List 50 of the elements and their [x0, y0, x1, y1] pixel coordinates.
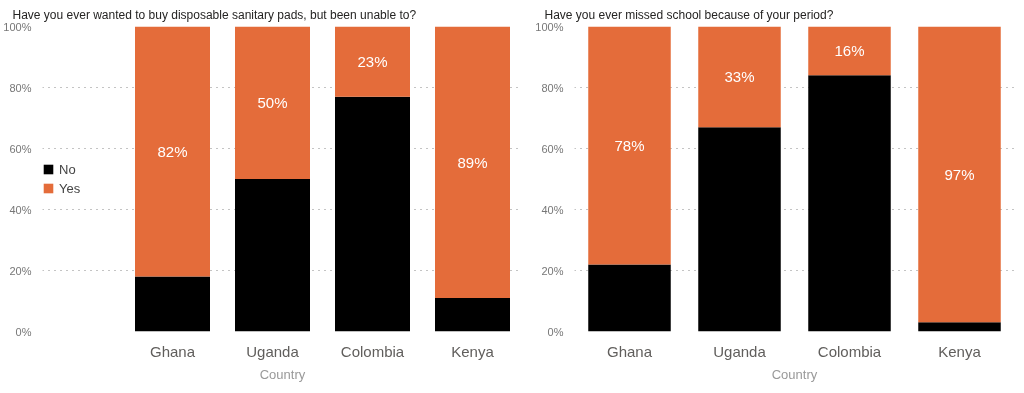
data-label: 23%: [357, 53, 388, 71]
x-tick-label: Ghana: [606, 342, 653, 360]
y-tick-label: 0%: [547, 325, 564, 338]
data-label: 89%: [457, 153, 488, 171]
bar: [588, 264, 671, 332]
y-tick-label: 60%: [9, 142, 32, 155]
bar: [808, 26, 891, 76]
x-tick-label: Uganda: [713, 342, 767, 360]
x-tick-label: Colombia: [340, 342, 405, 360]
bar: [698, 127, 781, 332]
x-tick-label: Kenya: [451, 342, 495, 360]
bar: [588, 26, 671, 265]
x-axis-title: Country: [259, 366, 306, 382]
bar: [918, 26, 1001, 323]
y-tick-label: 80%: [541, 81, 564, 94]
bar: [808, 75, 891, 332]
data-label: 97%: [944, 165, 975, 183]
data-label: 82%: [157, 143, 188, 161]
x-axis-title: Country: [771, 366, 818, 382]
bar: [235, 26, 310, 179]
bar: [435, 297, 510, 332]
data-label: 33%: [724, 68, 755, 86]
x-tick-label: Kenya: [938, 342, 982, 360]
y-tick-label: 40%: [9, 203, 32, 216]
x-tick-label: Ghana: [149, 342, 196, 360]
bar: [435, 26, 510, 298]
y-tick-label: 80%: [9, 81, 32, 94]
bar: [335, 26, 410, 97]
bar: [918, 322, 1001, 332]
data-label: 78%: [614, 136, 645, 154]
bar: [335, 96, 410, 332]
y-tick-label: 60%: [541, 142, 564, 155]
data-label: 16%: [834, 42, 865, 60]
bar: [135, 26, 210, 277]
legend-label: No: [59, 161, 77, 177]
chart-title: Have you ever wanted to buy disposable sanitary pads, but been unable to?: [12, 7, 417, 22]
y-tick-label: 40%: [541, 203, 564, 216]
bar: [135, 276, 210, 332]
y-tick-label: 0%: [15, 325, 32, 338]
y-tick-label: 100%: [535, 20, 564, 33]
x-tick-label: Uganda: [246, 342, 300, 360]
y-tick-label: 100%: [3, 20, 32, 33]
x-tick-label: Colombia: [817, 342, 882, 360]
legend-label: Yes: [59, 180, 81, 196]
y-tick-label: 20%: [541, 264, 564, 277]
bar: [235, 179, 310, 332]
y-tick-label: 20%: [9, 264, 32, 277]
bar: [698, 26, 781, 128]
chart-title: Have you ever missed school because of your period?: [544, 7, 834, 22]
data-label: 50%: [257, 94, 288, 112]
